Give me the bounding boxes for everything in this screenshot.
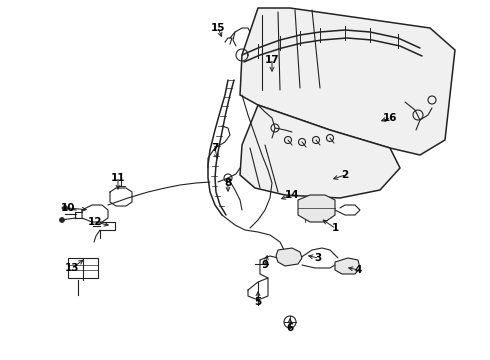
- Text: 10: 10: [61, 203, 75, 213]
- Polygon shape: [240, 105, 400, 198]
- Polygon shape: [335, 258, 360, 274]
- Text: 2: 2: [342, 170, 348, 180]
- Text: 11: 11: [111, 173, 125, 183]
- Text: 1: 1: [331, 223, 339, 233]
- Text: 15: 15: [211, 23, 225, 33]
- Text: 17: 17: [265, 55, 279, 65]
- Text: 16: 16: [383, 113, 397, 123]
- Polygon shape: [240, 8, 455, 155]
- Polygon shape: [276, 248, 302, 266]
- Text: 13: 13: [65, 263, 79, 273]
- Polygon shape: [298, 195, 335, 222]
- Text: 14: 14: [285, 190, 299, 200]
- Text: 8: 8: [224, 178, 232, 188]
- Text: 9: 9: [262, 260, 269, 270]
- Circle shape: [59, 217, 65, 222]
- Text: 5: 5: [254, 297, 262, 307]
- Circle shape: [63, 206, 68, 211]
- Text: 7: 7: [211, 143, 219, 153]
- Text: 12: 12: [88, 217, 102, 227]
- Text: 3: 3: [315, 253, 321, 263]
- Text: 4: 4: [354, 265, 362, 275]
- Text: 6: 6: [286, 323, 294, 333]
